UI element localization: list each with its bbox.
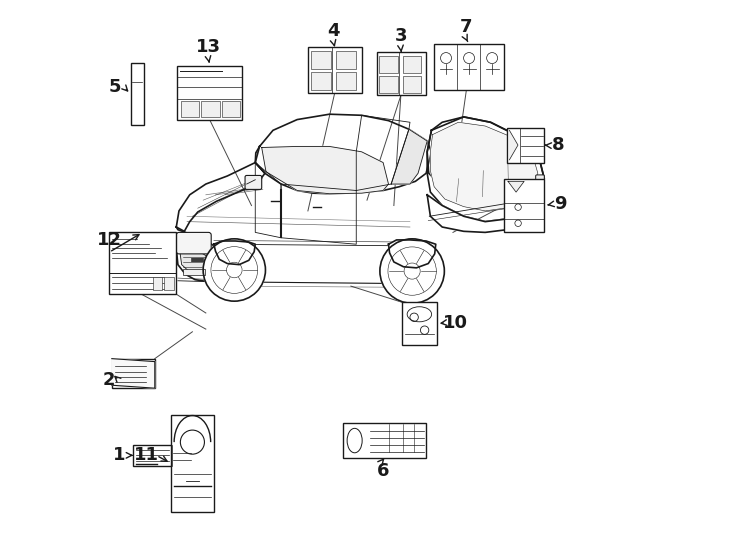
- Bar: [178, 66, 242, 119]
- Polygon shape: [176, 227, 214, 282]
- Bar: [134, 444, 192, 466]
- Bar: [184, 269, 205, 275]
- Bar: [201, 101, 219, 117]
- Bar: [109, 232, 176, 294]
- Bar: [377, 52, 426, 96]
- Bar: [131, 63, 144, 125]
- Polygon shape: [388, 240, 436, 268]
- Polygon shape: [262, 146, 388, 194]
- Text: 10: 10: [443, 314, 468, 332]
- Bar: [112, 359, 155, 388]
- Polygon shape: [391, 129, 427, 184]
- Polygon shape: [214, 241, 255, 265]
- FancyBboxPatch shape: [536, 175, 545, 196]
- FancyBboxPatch shape: [245, 176, 262, 190]
- Bar: [310, 51, 331, 70]
- Polygon shape: [112, 359, 155, 388]
- Bar: [343, 423, 426, 458]
- Polygon shape: [180, 251, 211, 275]
- Polygon shape: [430, 122, 538, 211]
- Text: 1: 1: [112, 447, 125, 464]
- Text: 11: 11: [134, 447, 159, 464]
- Bar: [181, 101, 199, 117]
- Bar: [402, 56, 421, 73]
- Ellipse shape: [407, 307, 432, 322]
- Bar: [153, 277, 162, 291]
- Circle shape: [380, 239, 444, 303]
- Bar: [402, 76, 421, 93]
- Text: 13: 13: [196, 38, 221, 56]
- Ellipse shape: [347, 428, 362, 453]
- Polygon shape: [509, 130, 518, 160]
- Text: 12: 12: [97, 232, 122, 249]
- Polygon shape: [176, 163, 265, 231]
- Bar: [336, 72, 356, 90]
- Text: 8: 8: [551, 137, 564, 154]
- Bar: [434, 44, 504, 90]
- Polygon shape: [427, 117, 545, 221]
- Bar: [506, 127, 545, 163]
- Bar: [310, 72, 331, 90]
- FancyBboxPatch shape: [176, 232, 211, 254]
- Bar: [308, 47, 362, 93]
- Text: 9: 9: [554, 195, 567, 213]
- Polygon shape: [281, 184, 356, 244]
- Bar: [171, 415, 214, 512]
- Polygon shape: [427, 195, 542, 232]
- Polygon shape: [255, 163, 281, 238]
- Text: 4: 4: [327, 22, 340, 40]
- Text: 7: 7: [460, 18, 473, 36]
- Bar: [336, 51, 356, 70]
- Text: 5: 5: [108, 78, 121, 96]
- Text: 2: 2: [103, 371, 115, 389]
- Polygon shape: [255, 114, 432, 194]
- Bar: [379, 76, 398, 93]
- Text: 6: 6: [377, 462, 389, 481]
- Polygon shape: [356, 115, 410, 191]
- Text: 3: 3: [395, 28, 407, 45]
- Bar: [402, 302, 437, 345]
- Bar: [379, 56, 398, 73]
- Bar: [164, 277, 174, 291]
- Bar: [222, 101, 241, 117]
- Polygon shape: [508, 181, 524, 192]
- Bar: [504, 179, 545, 232]
- Circle shape: [203, 239, 266, 301]
